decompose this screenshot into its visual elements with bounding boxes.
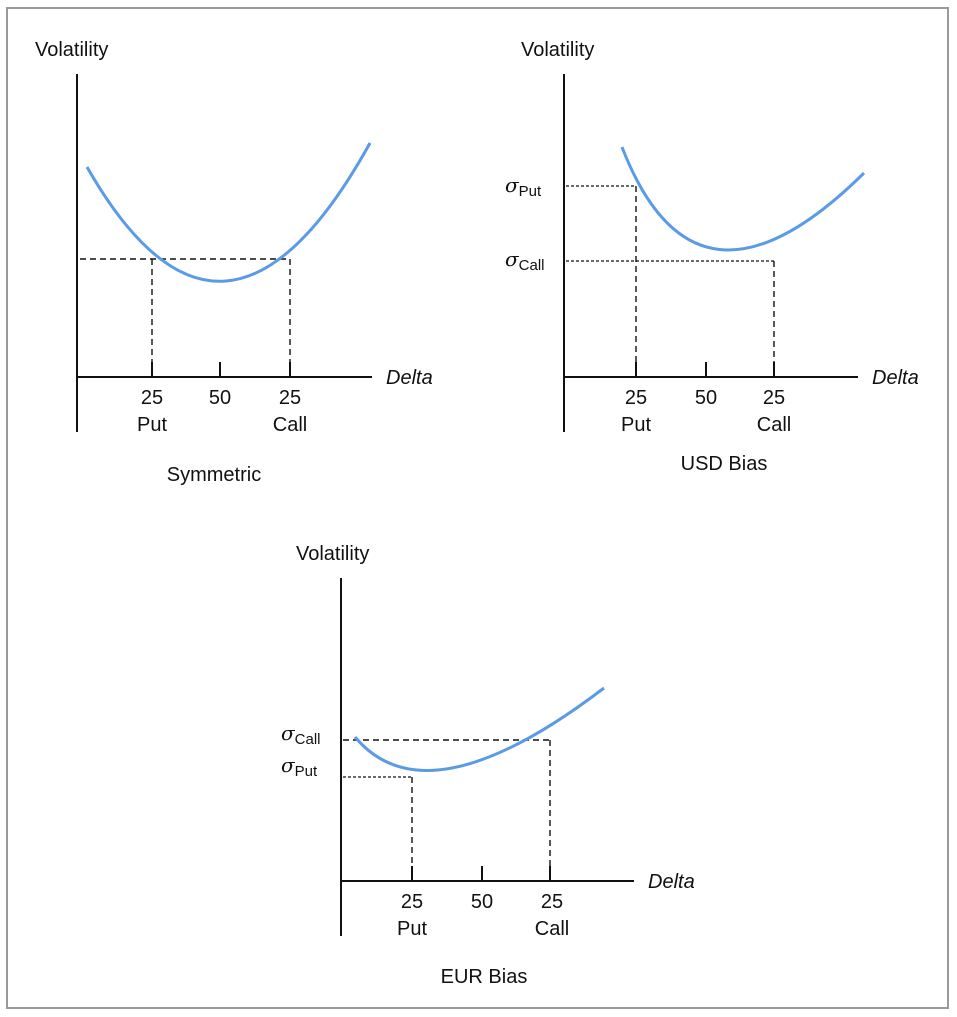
volatility-curve [353, 686, 605, 772]
tick-sub-call: Call [273, 414, 307, 436]
panel-caption: Symmetric [167, 464, 261, 486]
panel-symmetric: Volatility Delta 25 Put 50 25 Call Symme… [35, 39, 433, 486]
tick-label-25-call: 25 [279, 387, 301, 409]
tick-sub-put: Put [621, 414, 651, 436]
tick-label-25-call: 25 [541, 891, 563, 913]
sigma-call-label: σCall [281, 721, 321, 748]
tick-sub-put: Put [397, 918, 427, 940]
tick-label-25-call: 25 [763, 387, 785, 409]
y-axis-label: Volatility [296, 543, 369, 565]
panel-eur-bias: Volatility Delta σCall σPut 25 Put 50 25… [281, 543, 695, 988]
guide-lines [80, 258, 291, 377]
x-axis-label: Delta [386, 367, 433, 389]
sigma-put-label: σPut [505, 173, 542, 200]
tick-label-50: 50 [209, 387, 231, 409]
y-axis-label: Volatility [521, 39, 594, 61]
panel-usd-bias: Volatility Delta σPut σCall 25 Put 50 25… [505, 39, 919, 475]
volatility-curve [620, 146, 866, 252]
panel-caption: EUR Bias [441, 966, 528, 988]
tick-label-50: 50 [471, 891, 493, 913]
sigma-put-label: σPut [281, 753, 318, 780]
sigma-guide-lines [566, 185, 774, 262]
tick-label-25-put: 25 [141, 387, 163, 409]
x-axis-label: Delta [872, 367, 919, 389]
y-axis-label: Volatility [35, 39, 108, 61]
delta-guide-lines [635, 186, 775, 377]
figure-frame [6, 7, 949, 1009]
tick-sub-call: Call [757, 414, 791, 436]
tick-sub-call: Call [535, 918, 569, 940]
x-axis-label: Delta [648, 871, 695, 893]
sigma-call-label: σCall [505, 247, 545, 274]
volatility-curve [85, 142, 372, 283]
tick-label-50: 50 [695, 387, 717, 409]
tick-label-25-put: 25 [401, 891, 423, 913]
tick-sub-put: Put [137, 414, 167, 436]
panel-caption: USD Bias [681, 453, 768, 475]
tick-label-25-put: 25 [625, 387, 647, 409]
delta-guide-lines [411, 740, 551, 881]
